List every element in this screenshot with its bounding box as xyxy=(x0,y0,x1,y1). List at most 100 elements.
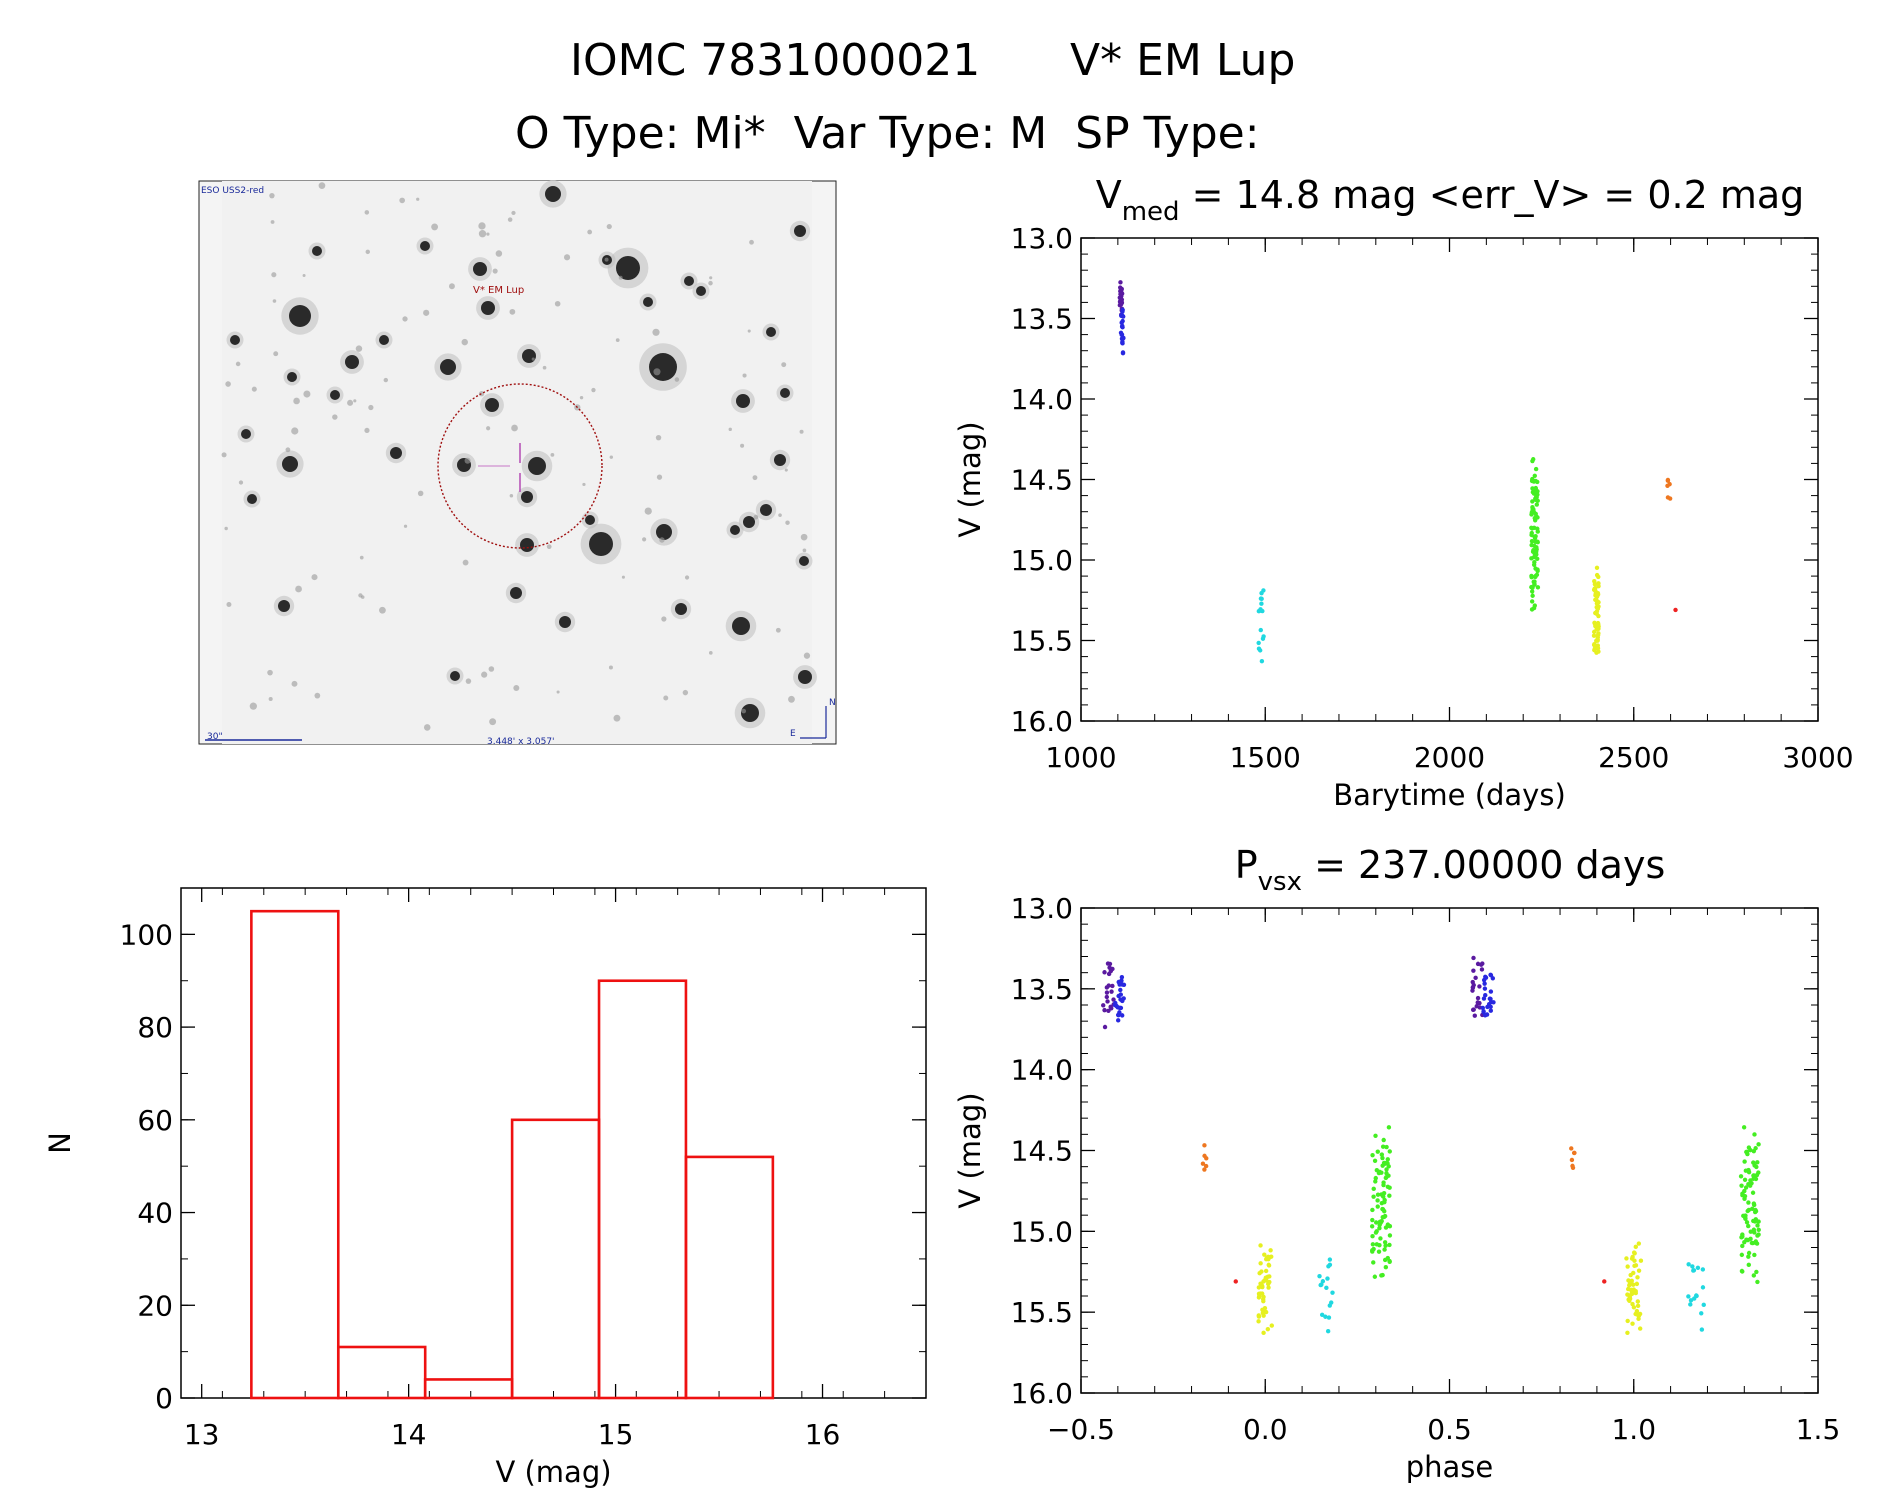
data-point xyxy=(1120,323,1125,329)
faint-star xyxy=(462,559,469,566)
data-point xyxy=(1636,1241,1642,1246)
faint-star xyxy=(655,434,662,441)
data-point xyxy=(1370,1249,1375,1254)
faint-star xyxy=(507,217,513,222)
data-point xyxy=(1323,1314,1328,1319)
faint-star xyxy=(509,308,516,315)
data-point xyxy=(1387,1193,1392,1198)
y-tick-label: 16.0 xyxy=(1011,1377,1073,1410)
data-point xyxy=(1327,1257,1333,1262)
chart-title-subscript: vsx xyxy=(1258,867,1302,897)
compass-north-label: N xyxy=(829,698,836,708)
data-point xyxy=(1488,989,1494,994)
data-point xyxy=(1386,1125,1392,1130)
data-point xyxy=(1535,585,1541,590)
y-tick-label: 14.5 xyxy=(1011,464,1073,497)
data-point xyxy=(1119,286,1124,292)
star xyxy=(730,525,740,535)
star xyxy=(379,335,389,345)
data-point xyxy=(1475,995,1481,1001)
data-point xyxy=(1376,1249,1382,1254)
data-series xyxy=(1591,565,1601,655)
chart-title: Pvsx = 237.00000 days xyxy=(1235,843,1666,897)
star xyxy=(473,262,487,276)
data-point xyxy=(1379,1152,1385,1157)
data-point xyxy=(1324,1285,1329,1291)
data-point xyxy=(1688,1302,1693,1307)
data-point xyxy=(1381,1137,1386,1143)
data-point xyxy=(1203,1163,1209,1169)
data-point xyxy=(1627,1298,1632,1303)
data-point xyxy=(1625,1292,1630,1297)
faint-star xyxy=(615,338,620,343)
data-point xyxy=(1754,1164,1759,1170)
faint-star xyxy=(359,555,364,560)
data-point xyxy=(1102,1024,1108,1030)
plot-frame xyxy=(1080,237,1819,722)
data-point xyxy=(1752,1132,1757,1137)
faint-star xyxy=(417,490,424,497)
faint-star xyxy=(781,362,787,368)
data-point xyxy=(1591,633,1597,638)
data-point xyxy=(1752,1173,1757,1179)
faint-star xyxy=(752,475,758,481)
data-point xyxy=(1479,967,1485,972)
data-point xyxy=(1119,297,1125,302)
faint-star xyxy=(269,192,275,199)
faint-star xyxy=(311,574,318,581)
data-point xyxy=(1530,499,1535,504)
data-point xyxy=(1755,1223,1760,1228)
data-point xyxy=(1383,1225,1389,1230)
y-tick-label: 15.5 xyxy=(1011,625,1073,658)
faint-star xyxy=(273,351,279,357)
data-point xyxy=(1744,1237,1749,1242)
data-point xyxy=(1477,984,1482,989)
data-point xyxy=(1532,582,1537,587)
histogram-bar xyxy=(510,1118,601,1400)
faint-star xyxy=(546,544,552,550)
star xyxy=(522,349,536,363)
data-point xyxy=(1570,1165,1576,1170)
data-point xyxy=(1319,1282,1324,1287)
data-point xyxy=(1263,1268,1269,1274)
data-point xyxy=(1377,1243,1382,1248)
data-point xyxy=(1751,1218,1756,1224)
faint-star xyxy=(238,480,244,485)
data-series xyxy=(1112,975,1127,1023)
data-point xyxy=(1470,988,1475,993)
y-tick-label: 20 xyxy=(137,1289,173,1322)
data-point xyxy=(1571,1150,1577,1156)
faint-star xyxy=(403,524,408,528)
data-point xyxy=(1532,473,1537,478)
data-point xyxy=(1260,636,1266,641)
faint-star xyxy=(478,222,486,230)
star xyxy=(485,398,499,412)
data-point xyxy=(1630,1321,1635,1326)
data-point xyxy=(1635,1299,1641,1304)
data-point xyxy=(1119,332,1125,337)
data-point xyxy=(1746,1254,1751,1259)
data-point xyxy=(1382,1197,1387,1203)
histogram-bar xyxy=(684,1155,775,1400)
y-tick-label: 60 xyxy=(137,1104,173,1137)
data-point xyxy=(1256,640,1261,646)
y-axis-label: V (mag) xyxy=(953,421,987,537)
data-point xyxy=(1754,1269,1759,1275)
faint-star xyxy=(291,680,298,687)
data-point xyxy=(1533,539,1538,544)
star xyxy=(450,671,460,681)
data-point xyxy=(1266,1285,1271,1290)
faint-star xyxy=(550,453,555,457)
data-point xyxy=(1748,1147,1753,1153)
data-point xyxy=(1529,556,1534,561)
faint-star xyxy=(347,399,354,406)
data-point xyxy=(1535,498,1540,503)
data-point xyxy=(1633,1311,1638,1317)
x-tick-label: 3000 xyxy=(1782,741,1853,774)
data-point xyxy=(1387,1149,1392,1154)
data-point xyxy=(1256,609,1262,614)
star xyxy=(510,587,522,599)
faint-star xyxy=(556,690,560,694)
data-point xyxy=(1267,1274,1272,1279)
data-point xyxy=(1529,573,1534,579)
